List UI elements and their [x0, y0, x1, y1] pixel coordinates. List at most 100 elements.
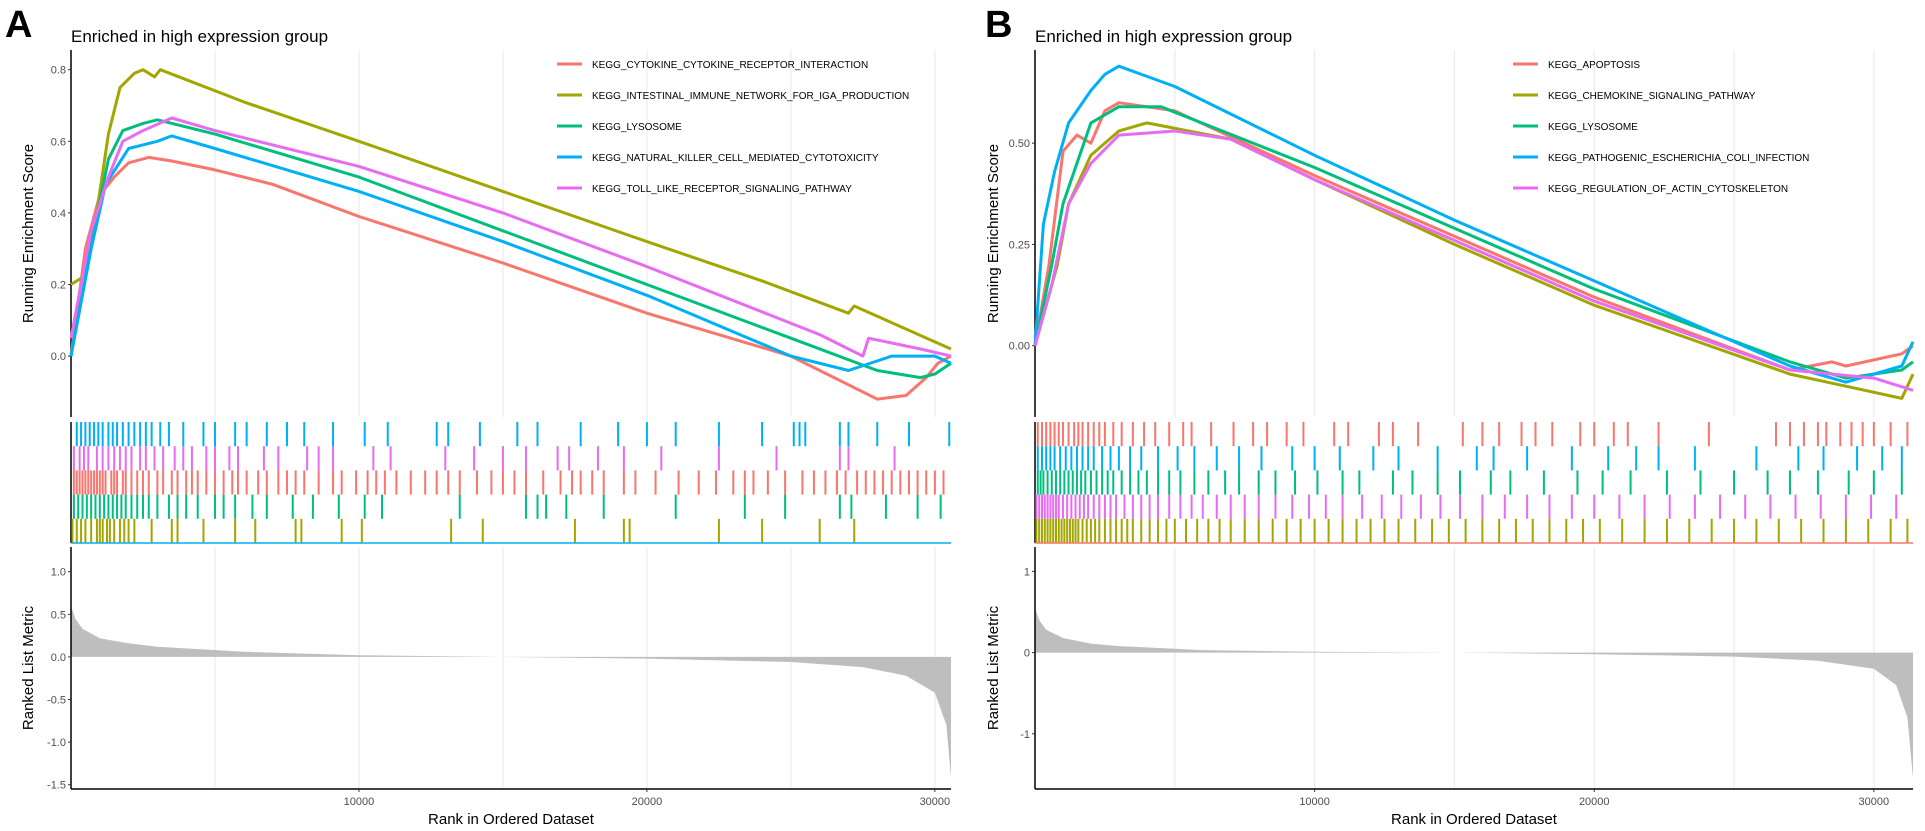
hit-tick	[355, 470, 358, 495]
hit-tick	[1733, 470, 1736, 495]
hit-tick	[1643, 494, 1646, 519]
hit-tick	[450, 518, 453, 543]
hit-tick	[1173, 518, 1176, 543]
hit-tick	[559, 470, 562, 495]
hit-tick	[1077, 422, 1080, 447]
hit-tick	[84, 518, 87, 543]
hit-tick	[1040, 422, 1043, 447]
hit-tick	[458, 494, 461, 519]
hit-tick	[1035, 494, 1038, 519]
hit-tick	[130, 446, 133, 471]
hit-tick	[1066, 518, 1069, 543]
hit-tick	[124, 446, 127, 471]
hit-tick	[291, 494, 294, 519]
hit-tick	[237, 470, 240, 495]
hit-tick	[1157, 446, 1160, 471]
hit-tick	[1377, 422, 1380, 447]
hit-tick	[1046, 494, 1049, 519]
hit-tick	[1120, 518, 1123, 543]
hit-tick	[141, 494, 144, 519]
hit-tick	[1755, 446, 1758, 471]
y-tick-label-bottom: -1.0	[47, 737, 66, 749]
hit-tick	[1049, 422, 1052, 447]
hit-tick	[77, 494, 80, 519]
hit-tick	[136, 470, 139, 495]
hit-tick	[907, 422, 910, 447]
hit-tick	[1112, 422, 1115, 447]
hit-tick	[444, 446, 447, 471]
hit-tick	[1551, 422, 1554, 447]
hit-tick	[850, 494, 853, 519]
hit-tick	[265, 422, 268, 447]
hit-tick	[1302, 422, 1305, 447]
hit-tick	[1341, 470, 1344, 495]
hit-tick	[1081, 518, 1084, 543]
hit-tick	[1109, 446, 1112, 471]
hit-tick	[1719, 494, 1722, 519]
hit-tick	[98, 494, 101, 519]
hit-tick	[78, 446, 81, 471]
hit-tick	[120, 494, 123, 519]
y-axis-title-bottom: Ranked List Metric	[985, 605, 1002, 730]
hit-tick	[1257, 470, 1260, 495]
hit-tick	[1063, 518, 1066, 543]
legend-label: KEGG_CHEMOKINE_SIGNALING_PATHWAY	[1548, 91, 1756, 102]
hit-tick	[101, 518, 104, 543]
hit-tick	[873, 470, 876, 495]
hit-tick	[1140, 518, 1143, 543]
hit-tick	[1092, 422, 1095, 447]
panel-a: A Enriched in high expression group 0.0 0.2…	[5, 4, 952, 828]
hit-tick	[1906, 518, 1909, 543]
hit-tick	[90, 470, 93, 495]
hit-tick	[1054, 494, 1057, 519]
hit-tick	[130, 470, 133, 495]
hit-tick	[1755, 518, 1758, 543]
hit-tick	[1774, 422, 1777, 447]
hit-tick	[363, 422, 366, 447]
hit-tick	[213, 470, 216, 495]
hit-tick	[766, 470, 769, 495]
hit-tick	[1800, 518, 1803, 543]
hit-tick	[524, 446, 527, 471]
panel-label: B	[985, 4, 1012, 46]
hit-tick	[1252, 422, 1255, 447]
hit-tick	[697, 470, 700, 495]
hit-tick	[717, 518, 720, 543]
hit-tick	[890, 470, 893, 495]
y-axis-title-bottom: Ranked List Metric	[20, 605, 37, 730]
hit-tick	[104, 470, 107, 495]
legend-label: KEGG_NATURAL_KILLER_CELL_MEDIATED_CYTOTO…	[592, 153, 879, 164]
hit-tick	[93, 422, 96, 447]
hit-tick	[1117, 446, 1120, 471]
hit-tick	[1157, 494, 1160, 519]
hit-tick	[942, 470, 945, 495]
hit-tick	[501, 470, 504, 495]
hit-tick	[1046, 470, 1049, 495]
hit-tick	[133, 422, 136, 447]
hit-tick	[75, 518, 78, 543]
hit-tick	[1257, 494, 1260, 519]
hit-tick	[1179, 494, 1182, 519]
hit-tick	[1218, 518, 1221, 543]
hit-tick	[87, 470, 90, 495]
hit-tick	[571, 470, 574, 495]
hit-tick	[87, 446, 90, 471]
hit-tick	[277, 470, 280, 495]
y-tick-label-bottom: 1	[1024, 566, 1030, 578]
hit-tick	[1131, 494, 1134, 519]
hit-tick	[1036, 470, 1039, 495]
y-tick-label: 0.8	[51, 65, 66, 77]
hit-tick	[113, 470, 116, 495]
x-axis-title: Rank in Ordered Dataset	[428, 811, 595, 828]
y-tick-label: 0.2	[51, 280, 66, 292]
hit-tick	[1067, 470, 1070, 495]
hit-tick	[254, 518, 257, 543]
hit-tick	[116, 422, 119, 447]
hit-tick	[1260, 446, 1263, 471]
hit-tick	[1436, 470, 1439, 495]
hit-tick	[1257, 518, 1260, 543]
hit-tick	[876, 422, 879, 447]
hit-tick	[1850, 422, 1853, 447]
hit-tick	[1190, 494, 1193, 519]
legend-label: KEGG_TOLL_LIKE_RECEPTOR_SIGNALING_PATHWA…	[592, 184, 852, 195]
